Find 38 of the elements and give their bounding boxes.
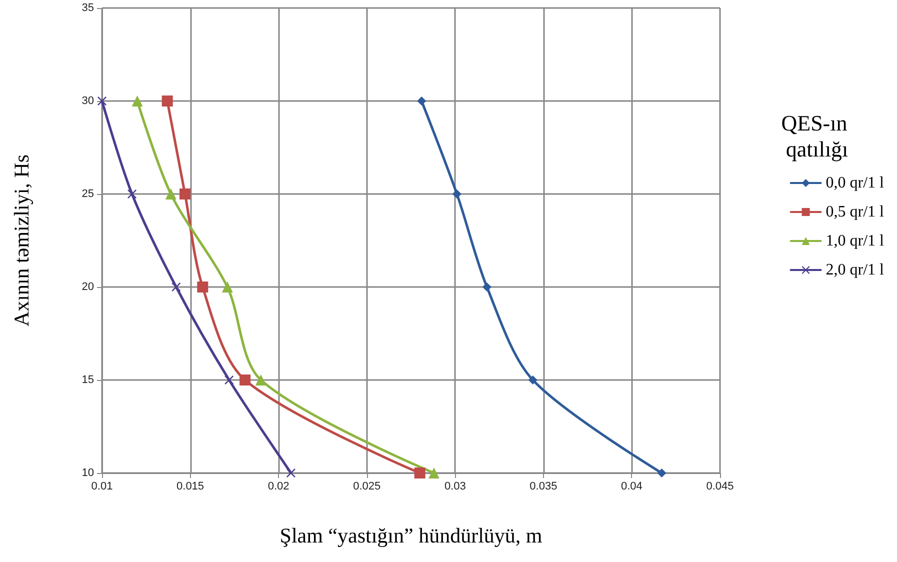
point: [132, 96, 143, 106]
x-tick-label: 0.03: [444, 480, 466, 492]
point: [452, 190, 462, 198]
y-tick-label: 35: [82, 2, 94, 14]
y-tick-label: 10: [82, 467, 94, 479]
y-tick-label: 15: [82, 374, 94, 386]
legend-title: QES-ın qatılığı: [781, 110, 853, 162]
x-axis-title: Şlam “yastığın” hündürlüyü, m: [280, 524, 542, 548]
point: [657, 468, 666, 478]
x-tick-label: 0.045: [706, 480, 734, 492]
point: [162, 96, 173, 106]
x-tick-label: 0.015: [176, 480, 204, 492]
point: [414, 468, 426, 478]
point: [172, 282, 181, 292]
point: [197, 282, 208, 292]
x-tick-label: 0.025: [353, 480, 381, 492]
y-axis-title: Axının təmizliyi, Hs: [10, 154, 34, 327]
y-tick-label: 30: [82, 95, 94, 107]
point: [224, 376, 234, 384]
x-tick-label: 0.035: [530, 480, 558, 492]
point: [165, 188, 176, 200]
point: [528, 376, 538, 384]
point: [222, 282, 233, 292]
legend-label: 2,0 qr/1 l: [826, 262, 885, 278]
point: [428, 468, 440, 478]
x-tick-label: 0.04: [621, 480, 642, 492]
x-tick-label: 0.02: [268, 480, 290, 492]
y-tick-label: 25: [82, 188, 94, 200]
point: [417, 96, 426, 106]
legend-label: 0,0 qr/1 l: [826, 174, 885, 192]
point: [482, 282, 492, 292]
point: [255, 374, 266, 386]
y-tick-label: 20: [82, 281, 94, 293]
point: [240, 374, 251, 386]
legend-label: 1,0 qr/1 l: [826, 232, 885, 250]
legend-label: 0,5 qr/1 l: [826, 204, 885, 220]
x-tick-label: 0.01: [91, 480, 113, 492]
point: [179, 188, 190, 200]
